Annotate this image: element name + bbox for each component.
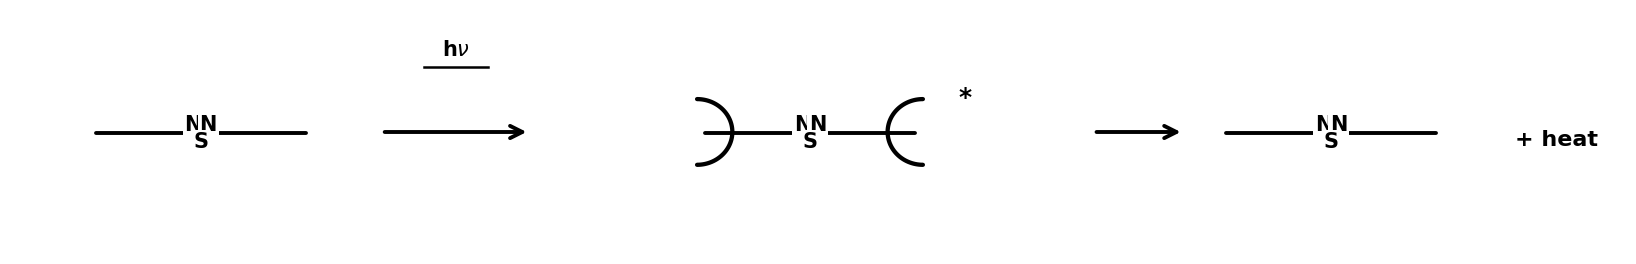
Text: N: N: [185, 115, 201, 135]
Text: N: N: [793, 115, 811, 135]
Text: N: N: [808, 115, 826, 135]
Text: N: N: [1315, 115, 1332, 135]
Text: *: *: [959, 86, 972, 110]
Text: N: N: [200, 115, 218, 135]
Text: S: S: [193, 131, 208, 152]
Text: S: S: [1324, 131, 1338, 152]
Text: h$\nu$: h$\nu$: [442, 40, 470, 60]
Text: S: S: [803, 131, 818, 152]
Text: + heat: + heat: [1515, 130, 1598, 150]
Text: N: N: [1330, 115, 1346, 135]
